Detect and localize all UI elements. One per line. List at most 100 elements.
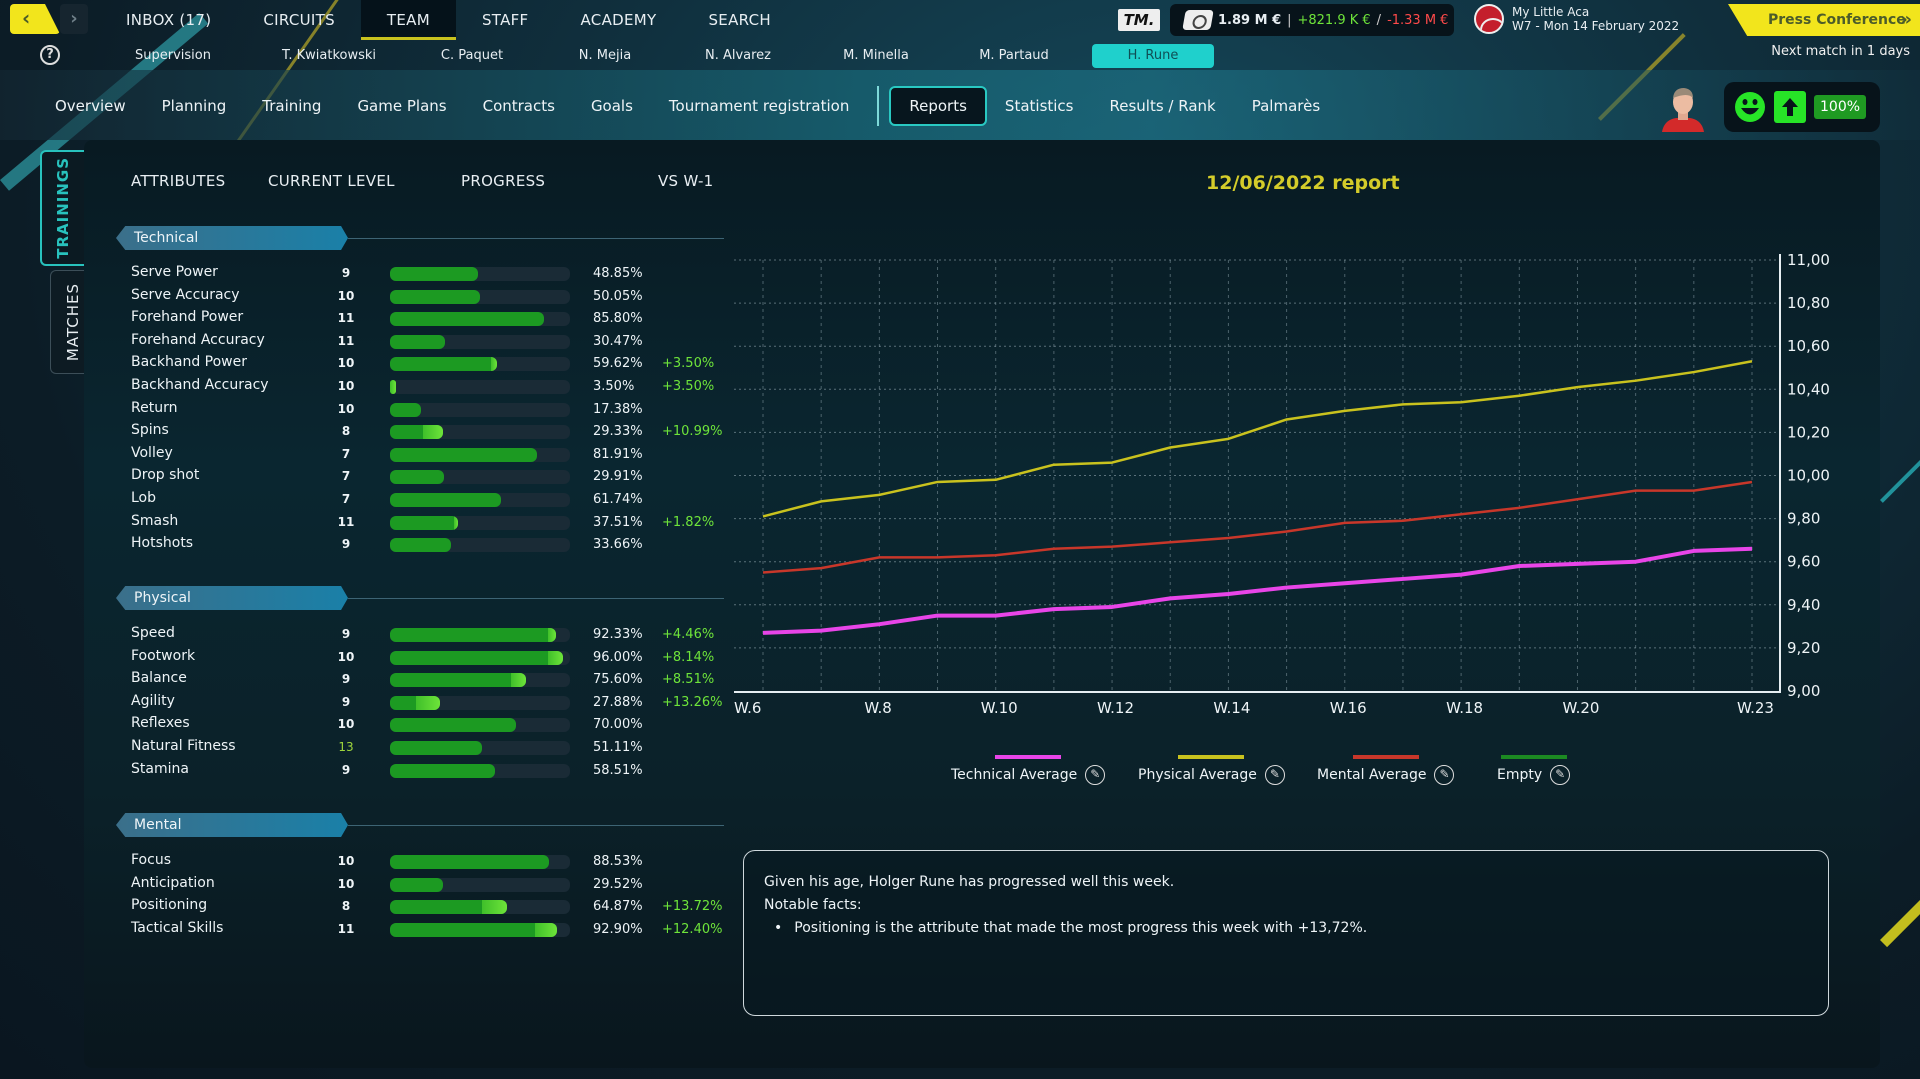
tab-game-plans[interactable]: Game Plans	[357, 97, 447, 115]
player-tab[interactable]: C. Paquet	[440, 48, 504, 63]
chevron-left-icon: ‹	[22, 6, 31, 30]
help-icon[interactable]: ?	[40, 45, 60, 65]
tab-overview[interactable]: Overview	[55, 97, 126, 115]
attribute-row: Serve Power 9 48.85%	[131, 264, 731, 284]
tab-palmares[interactable]: Palmarès	[1251, 97, 1321, 115]
progress-bar	[390, 628, 570, 642]
attribute-row: Forehand Power 11 85.80%	[131, 309, 731, 329]
pencil-edit-icon[interactable]: ✎	[1085, 765, 1106, 785]
attribute-row: Balance 9 75.60% +8.51%	[131, 670, 731, 690]
nav-circuits[interactable]: CIRCUITS	[263, 11, 335, 29]
nav-staff[interactable]: STAFF	[481, 11, 529, 29]
finances-panel[interactable]: 1.89 M € | +821.9 K € / -1.33 M €	[1170, 4, 1454, 36]
attribute-row: Positioning 8 64.87% +13.72%	[131, 897, 731, 917]
tab-planning[interactable]: Planning	[161, 97, 227, 115]
attribute-name: Forehand Accuracy	[131, 331, 265, 348]
tab-tournament-registration[interactable]: Tournament registration	[668, 97, 850, 115]
forward-button[interactable]: ›	[60, 4, 88, 34]
progress-fill	[390, 877, 444, 892]
legend-label: Technical Average	[951, 767, 1078, 783]
tab-reports[interactable]: Reports	[889, 86, 987, 126]
side-tab-trainings[interactable]: TRAININGS	[40, 150, 84, 266]
tab-results-rank[interactable]: Results / Rank	[1109, 97, 1216, 115]
player-tab-supervision[interactable]: Supervision	[135, 48, 211, 63]
attribute-row: Stamina 9 58.51%	[131, 761, 731, 781]
attribute-name: Backhand Power	[131, 354, 247, 371]
attribute-row: Serve Accuracy 10 50.05%	[131, 287, 731, 307]
happy-face-icon	[1735, 92, 1765, 122]
progress-fill	[390, 538, 451, 553]
player-tab[interactable]: N. Alvarez	[704, 48, 772, 63]
progress-percent: 92.90%	[593, 921, 643, 937]
money-bag-icon	[1182, 10, 1214, 30]
report-title: 12/06/2022 report	[1206, 172, 1400, 194]
tab-contracts[interactable]: Contracts	[482, 97, 555, 115]
divider	[348, 825, 724, 826]
progress-percent: 88.53%	[593, 854, 643, 869]
progress-gain	[510, 673, 527, 688]
player-tab[interactable]: M. Partaud	[979, 48, 1049, 63]
attribute-row: Natural Fitness 13 51.11%	[131, 738, 731, 758]
nav-inbox[interactable]: INBOX (17)	[126, 11, 212, 29]
chevron-right-icon: ›	[70, 8, 78, 29]
attribute-row: Agility 9 27.88% +13.26%	[131, 693, 731, 713]
progress-gain	[548, 650, 563, 665]
nav-team[interactable]: TEAM	[360, 0, 456, 40]
back-button[interactable]: ‹	[10, 4, 60, 34]
section-header-technical: Technical	[116, 226, 724, 250]
progress-fill	[390, 425, 443, 440]
progress-bar	[390, 900, 570, 915]
progress-bar	[390, 741, 570, 755]
progress-bar	[390, 650, 570, 665]
attribute-row: Footwork 10 96.00% +8.14%	[131, 648, 731, 668]
player-tab[interactable]: M. Minella	[843, 48, 909, 63]
attribute-level: 7	[341, 446, 351, 461]
legend-swatch	[995, 755, 1062, 759]
weekly-delta: +12.40%	[662, 921, 723, 937]
pencil-edit-icon[interactable]: ✎	[1264, 765, 1285, 785]
weekly-delta: +8.51%	[662, 672, 715, 688]
progress-fill	[390, 334, 445, 349]
player-tab-active[interactable]: H. Rune	[1092, 44, 1214, 68]
attribute-row: Tactical Skills 11 92.90% +12.40%	[131, 920, 731, 940]
attribute-level: 11	[337, 311, 355, 326]
player-tab[interactable]: T. Kwiatkowski	[281, 48, 377, 63]
nav-academy[interactable]: ACADEMY	[580, 11, 657, 29]
progress-bar	[390, 312, 570, 327]
pencil-edit-icon[interactable]: ✎	[1434, 765, 1455, 785]
progress-percent: 29.33%	[593, 424, 643, 440]
progress-fill	[390, 515, 458, 530]
progress-bar	[390, 763, 570, 778]
press-conference-button[interactable]: Press Conference »	[1728, 4, 1920, 36]
attribute-name: Focus	[131, 852, 171, 868]
notes-heading: Notable facts:	[764, 897, 862, 913]
tab-goals[interactable]: Goals	[590, 97, 633, 115]
progress-bar	[390, 334, 570, 349]
progress-bar	[390, 357, 570, 372]
progress-percent: 85.80%	[593, 311, 643, 327]
attribute-row: Lob 7 61.74%	[131, 490, 731, 510]
nav-search[interactable]: SEARCH	[708, 11, 771, 29]
weekly-delta: +8.14%	[662, 649, 715, 665]
attribute-name: Natural Fitness	[131, 738, 236, 754]
progress-bar	[390, 673, 570, 688]
attribute-row: Volley 7 81.91%	[131, 445, 731, 465]
attribute-name: Forehand Power	[131, 309, 244, 326]
tab-statistics[interactable]: Statistics	[1004, 97, 1074, 115]
expenses: -1.33 M €	[1387, 12, 1449, 28]
attribute-name: Balance	[131, 670, 187, 687]
progress-fill	[390, 900, 507, 915]
attribute-name: Speed	[131, 625, 175, 641]
pencil-edit-icon[interactable]: ✎	[1550, 765, 1571, 785]
attribute-name: Return	[131, 399, 178, 416]
attribute-level: 10	[337, 876, 355, 891]
player-tab[interactable]: N. Mejia	[578, 48, 632, 63]
header-current-level: CURRENT LEVEL	[268, 172, 395, 190]
academy-info[interactable]: My Little Aca W7 - Mon 14 February 2022	[1474, 4, 1679, 34]
progress-percent: 64.87%	[593, 899, 643, 915]
progress-percent: 48.85%	[593, 266, 643, 281]
tab-training[interactable]: Training	[262, 97, 322, 115]
progress-gain	[390, 380, 397, 394]
attribute-name: Reflexes	[131, 715, 190, 732]
attribute-name: Volley	[131, 444, 173, 461]
